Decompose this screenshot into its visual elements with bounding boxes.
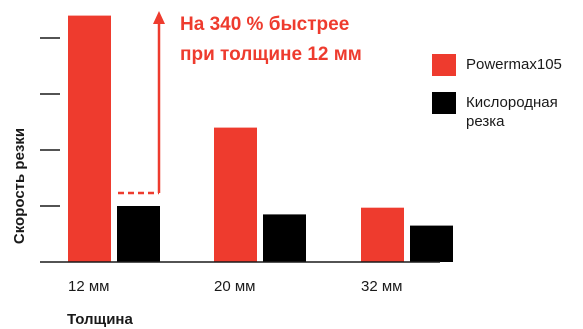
bar-powermax105-2 [214,127,257,262]
legend-swatch-powermax105 [432,54,456,76]
legend-label-oxyfuel-line-2: резка [466,113,505,130]
bar-oxyfuel-2 [263,214,306,262]
bar-powermax105-1 [68,15,111,262]
x-tick-label: 20 мм [214,278,255,295]
annotation-line-2: при толщине 12 мм [180,44,362,65]
legend-label-oxyfuel-line-1: Кислородная [466,94,558,111]
bar-oxyfuel-1 [117,206,160,262]
x-tick-label: 32 мм [361,278,402,295]
y-axis-ticks [40,37,60,207]
legend: Powermax105 Кислородная резка [432,54,562,130]
bar-oxyfuel-3 [410,225,453,262]
legend-label-powermax105: Powermax105 [466,56,562,73]
annotation-line-1: На 340 % быстрее [180,14,349,35]
bars [68,15,453,262]
x-axis-tick-labels: 12 мм 20 мм 32 мм [68,278,402,295]
speed-annotation: На 340 % быстрее при толщине 12 мм [118,11,362,195]
y-axis-title: Скорость резки [11,128,28,244]
x-axis-title: Толщина [67,311,133,328]
bar-powermax105-3 [361,207,404,262]
legend-swatch-oxyfuel [432,92,456,114]
x-tick-label: 12 мм [68,278,109,295]
annotation-arrow-head [153,11,165,24]
